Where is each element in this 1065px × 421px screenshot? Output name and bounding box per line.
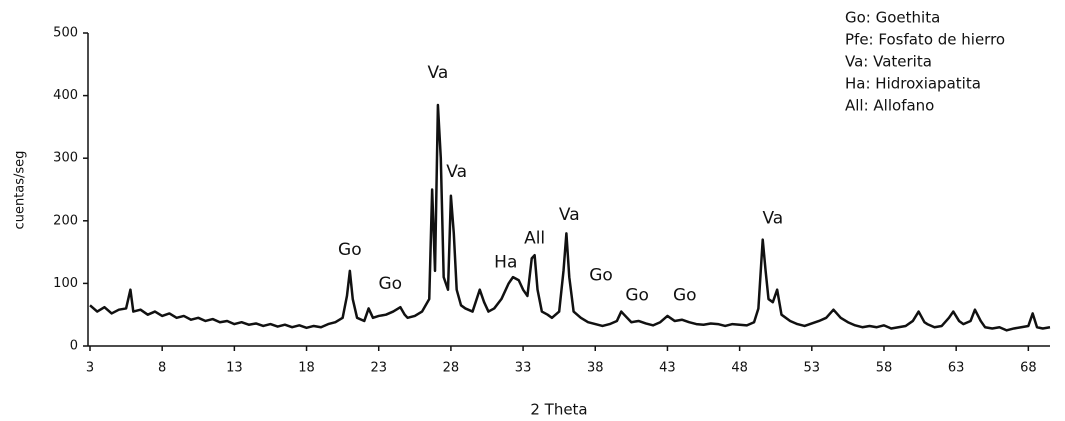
y-tick-label: 500 — [53, 26, 78, 41]
x-tick-label: 23 — [370, 361, 387, 376]
x-tick-label: 63 — [948, 361, 965, 376]
y-tick-label: 300 — [53, 151, 78, 166]
peak-label: Go — [589, 265, 613, 285]
x-tick-label: 18 — [298, 361, 315, 376]
x-tick-label: 33 — [515, 361, 532, 376]
x-tick-label: 58 — [876, 361, 893, 376]
x-tick-label: 68 — [1020, 361, 1037, 376]
peak-label: Go — [338, 240, 362, 260]
peak-label: Va — [428, 63, 449, 83]
legend-note: Go: Goethita — [845, 9, 940, 27]
y-tick-label: 100 — [53, 276, 78, 291]
x-axis-label: 2 Theta — [530, 401, 587, 419]
x-tick-label: 38 — [587, 361, 604, 376]
peak-label: All — [524, 228, 545, 248]
legend-note: Va: Vaterita — [845, 53, 932, 71]
y-axis-label: cuentas/seg — [13, 151, 28, 230]
peak-label: Va — [559, 205, 580, 225]
x-tick-label: 13 — [226, 361, 243, 376]
peak-label: Ha — [494, 253, 517, 273]
legend-note: All: Allofano — [845, 97, 934, 115]
x-tick-label: 3 — [86, 361, 94, 376]
legend-note: Ha: Hidroxiapatita — [845, 75, 981, 93]
peak-label: Go — [378, 274, 402, 294]
peak-label: Go — [673, 285, 697, 305]
x-tick-label: 28 — [443, 361, 460, 376]
peak-label: Va — [762, 208, 783, 228]
x-tick-label: 43 — [659, 361, 676, 376]
legend-note: Pfe: Fosfato de hierro — [845, 31, 1005, 49]
y-tick-label: 0 — [70, 339, 78, 354]
x-tick-label: 53 — [804, 361, 821, 376]
peak-label: Go — [625, 285, 649, 305]
peak-label: Va — [446, 162, 467, 182]
y-tick-label: 400 — [53, 88, 78, 103]
x-tick-label: 48 — [731, 361, 748, 376]
data-line — [89, 103, 1051, 332]
y-tick-label: 200 — [53, 213, 78, 228]
x-tick-label: 8 — [158, 361, 166, 376]
